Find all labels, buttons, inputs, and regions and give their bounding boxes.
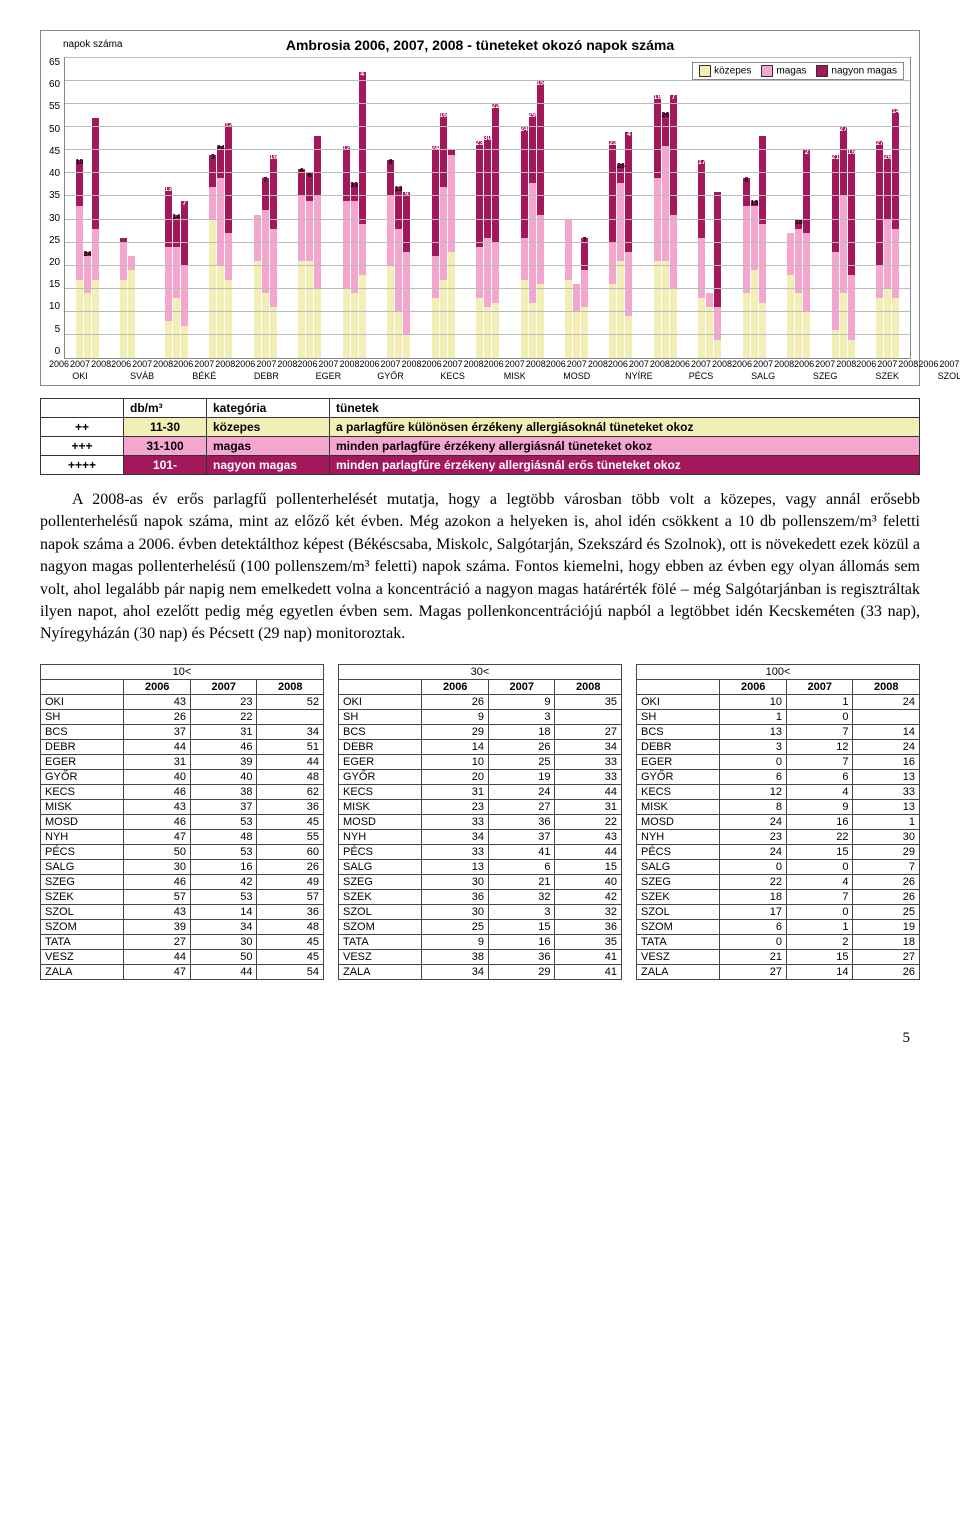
page-number: 5 <box>40 1030 920 1047</box>
body-paragraph: A 2008-as év erős parlagfű pollenterhelé… <box>40 489 920 646</box>
category-table: db/m³kategóriatünetek++11-30közepesa par… <box>40 398 920 475</box>
y-axis: 65605550454035302520151050 <box>49 57 64 357</box>
data-tables-row: 10<200620072008OKI432352SH2622BCS373134D… <box>40 664 920 980</box>
chart-title: Ambrosia 2006, 2007, 2008 - tüneteket ok… <box>49 37 911 53</box>
plot-area: közepesmagasnagyon magas 102413147324127… <box>64 57 911 359</box>
legend: közepesmagasnagyon magas <box>692 62 904 80</box>
chart-container: napok száma Ambrosia 2006, 2007, 2008 - … <box>40 30 920 386</box>
x-axis-stations: 200620072008OKI200620072008SVÁB200620072… <box>49 359 960 381</box>
